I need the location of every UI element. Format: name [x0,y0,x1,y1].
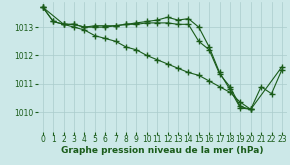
X-axis label: Graphe pression niveau de la mer (hPa): Graphe pression niveau de la mer (hPa) [61,146,264,155]
